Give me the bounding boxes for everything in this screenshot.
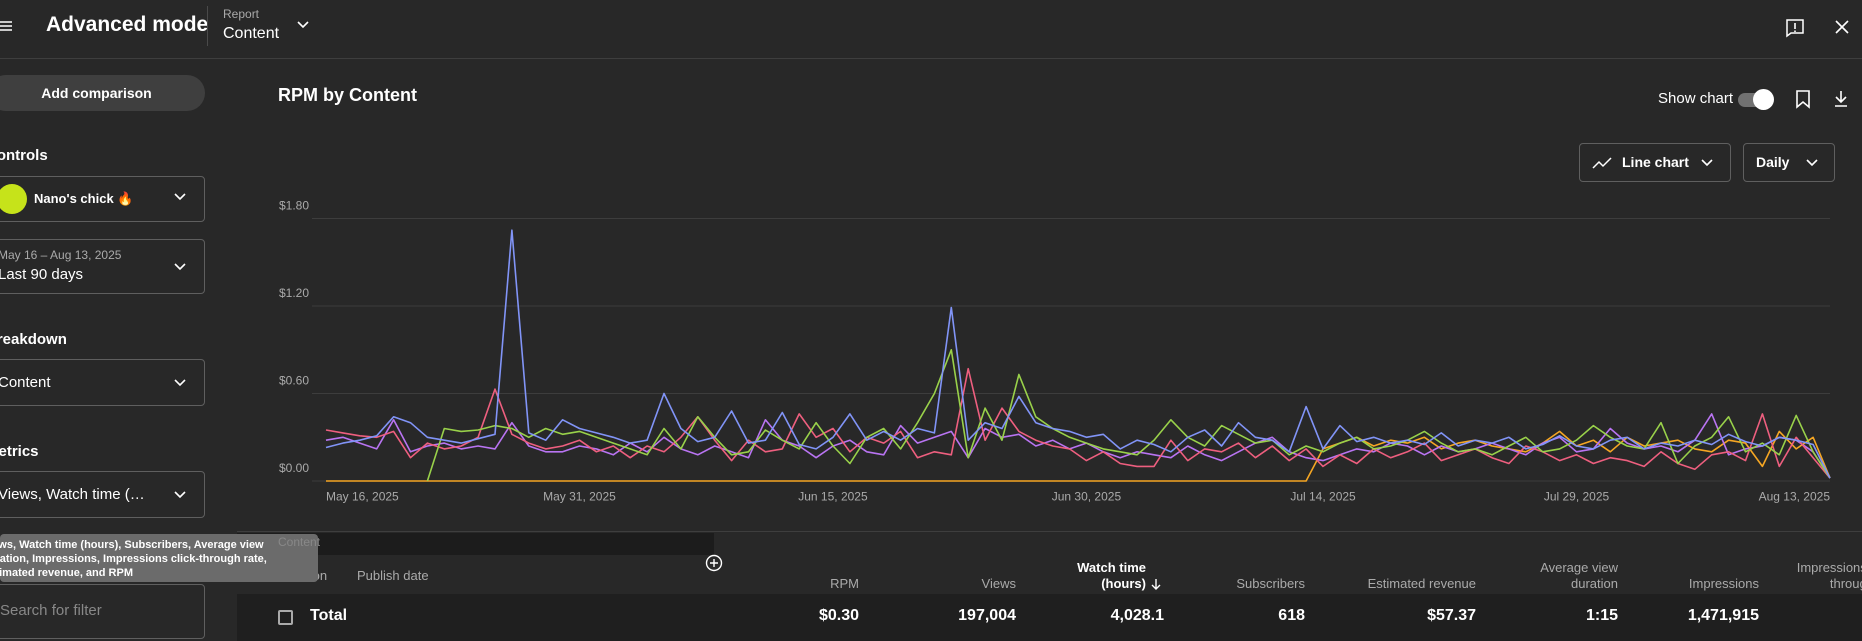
channel-avatar	[0, 184, 27, 214]
toggle-knob[interactable]	[1753, 89, 1774, 110]
y-tick-label: $1.20	[279, 286, 309, 300]
interval: Daily	[1756, 154, 1790, 170]
total-value: $57.37	[1427, 607, 1476, 624]
chevron	[1701, 159, 1713, 167]
download-icon[interactable]	[1833, 89, 1849, 109]
total-value: 618	[1278, 607, 1305, 624]
menu-icon[interactable]	[0, 18, 14, 34]
show-chart-label: Show chart	[1658, 90, 1734, 107]
total-label: Total	[310, 607, 348, 624]
breakdown-select[interactable]	[0, 359, 205, 406]
date-period: Last 90 days	[0, 266, 84, 283]
interval-select[interactable]	[1743, 143, 1835, 182]
series-line	[325, 229, 1831, 479]
column-header: Impressions click-through rate	[1796, 560, 1862, 591]
metrics-value: Views, Watch time (hours), Subscribers, …	[0, 486, 150, 503]
x-tick-label: Jul 29, 2025	[1544, 490, 1610, 504]
add-comparison-button[interactable]: Add comparison	[0, 75, 205, 111]
checkbox[interactable]	[278, 610, 293, 625]
tooltip-text: Views, Watch time (hours), Subscribers, …	[0, 539, 267, 579]
x-tick-label: Jun 15, 2025	[798, 490, 868, 504]
total-value: 4,028.1	[1110, 607, 1164, 624]
top-bar	[0, 0, 1862, 59]
section-label: Breakdown	[0, 331, 67, 348]
close-icon[interactable]	[1834, 19, 1850, 35]
column-header: Views	[981, 576, 1016, 591]
search-placeholder: Search for filter	[0, 602, 102, 619]
metrics-select[interactable]	[0, 471, 205, 518]
chevron	[174, 263, 186, 271]
section-label: Metrics	[0, 443, 39, 460]
chart-title: RPM by Content	[278, 85, 417, 105]
column-header: Publish date	[357, 568, 429, 583]
content-overlay	[237, 533, 714, 555]
column-header: Estimated revenue	[1367, 576, 1476, 591]
date-range: May 16 – Aug 13, 2025	[0, 248, 122, 262]
search-box[interactable]	[0, 584, 205, 639]
x-tick-label: Jun 30, 2025	[1052, 490, 1122, 504]
chart-type-select[interactable]	[1579, 143, 1731, 182]
report-value[interactable]: Content	[223, 25, 280, 42]
date-select[interactable]	[0, 239, 205, 294]
bookmark-icon[interactable]	[1795, 89, 1811, 109]
y-tick-label: $0.60	[279, 374, 309, 388]
x-tick-label: Jul 14, 2025	[1290, 490, 1356, 504]
x-tick-label: May 16, 2025	[326, 490, 399, 504]
report-label: Report	[223, 7, 260, 21]
x-tick-label: Aug 13, 2025	[1759, 490, 1831, 504]
chevron	[174, 379, 186, 387]
y-tick-label: $1.80	[279, 200, 309, 213]
line-chart-icon	[1592, 157, 1612, 169]
x-tick-label: May 31, 2025	[543, 490, 616, 504]
total-value: 197,004	[958, 607, 1016, 624]
column-header: Watch time (hours)	[1064, 540, 1164, 592]
chart: $0.00 $0.60 $1.20 $1.80 May 16, 2025 May 31, …	[279, 200, 1831, 504]
section-label: Controls	[0, 147, 48, 164]
y-tick-label: $0.00	[279, 461, 309, 475]
chevron[interactable]	[296, 20, 310, 30]
series-line	[325, 413, 1831, 479]
chevron	[1806, 159, 1818, 167]
series-line	[326, 430, 1831, 482]
total-value: 1:15	[1585, 607, 1618, 624]
column-header: Average view duration	[1540, 560, 1618, 591]
total-value: 1,471,915	[1687, 607, 1759, 624]
sort-icon[interactable]	[1150, 578, 1162, 590]
breakdown-value: Content	[0, 374, 51, 391]
total-row	[237, 594, 1862, 641]
feedback-icon[interactable]	[1785, 18, 1805, 38]
channel-select[interactable]	[0, 176, 205, 222]
column-header: Subscribers	[1236, 576, 1305, 591]
channel-name: Nano's chick 🔥	[34, 191, 134, 206]
column-header: Impressions	[1688, 576, 1759, 591]
divider	[207, 6, 208, 46]
total-value: $0.30	[818, 607, 859, 624]
chevron	[174, 491, 186, 499]
app-title: Advanced mode	[46, 13, 209, 36]
column-header: Content	[278, 535, 321, 549]
column-header: RPM	[830, 576, 859, 591]
chevron	[174, 193, 186, 201]
chart-type: Line chart	[1622, 154, 1689, 170]
add-column-icon[interactable]	[705, 554, 723, 572]
tooltip: Views, Watch time (hours), Subscribers, …	[0, 534, 318, 582]
series-line	[426, 349, 1831, 482]
series-line	[325, 367, 1831, 479]
